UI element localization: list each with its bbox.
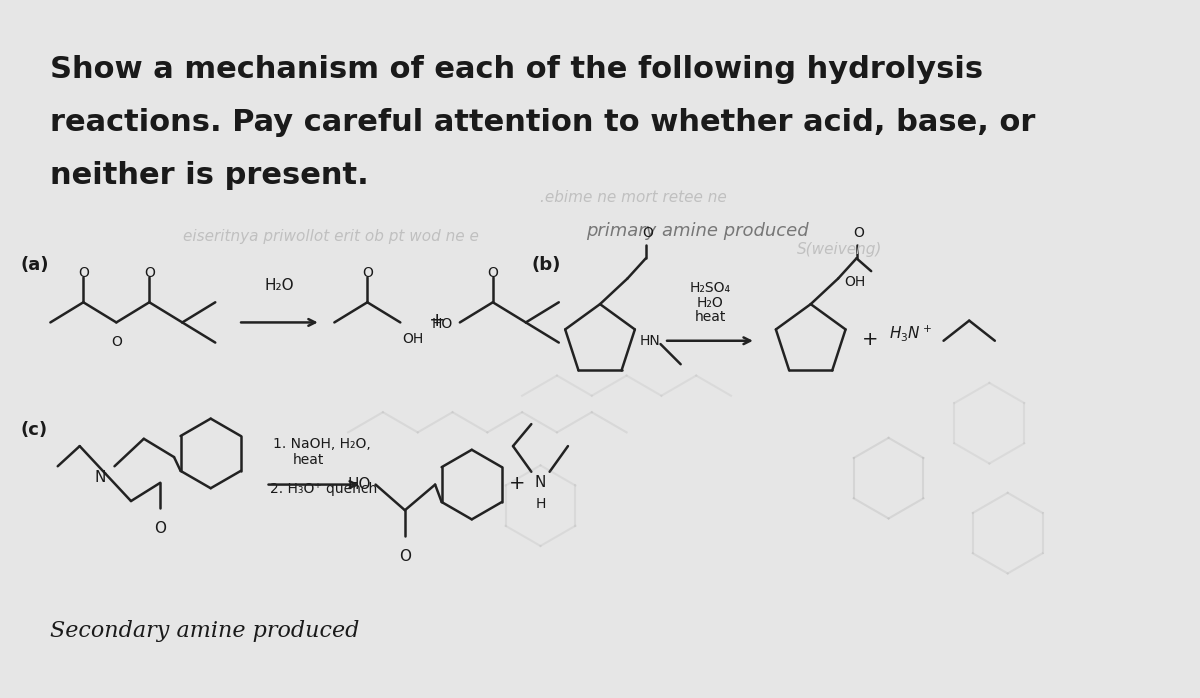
Text: Show a mechanism of each of the following hydrolysis: Show a mechanism of each of the followin… (50, 55, 984, 84)
Text: H₂O: H₂O (696, 296, 724, 310)
Text: HO: HO (348, 477, 371, 492)
Text: O: O (78, 266, 89, 280)
Text: HO: HO (431, 318, 452, 332)
Text: O: O (155, 521, 167, 536)
Text: O: O (853, 226, 864, 240)
Text: O: O (362, 266, 373, 280)
Text: HN: HN (640, 334, 660, 348)
Text: primary amine produced: primary amine produced (587, 222, 809, 239)
Text: heat: heat (695, 311, 726, 325)
Text: heat: heat (293, 453, 324, 467)
Text: reactions. Pay careful attention to whether acid, base, or: reactions. Pay careful attention to whet… (50, 108, 1036, 137)
Text: H₂SO₄: H₂SO₄ (689, 281, 731, 295)
Text: (b): (b) (532, 256, 560, 274)
Text: 2. H₃O⁺ quench: 2. H₃O⁺ quench (270, 482, 378, 496)
Text: OH: OH (402, 332, 424, 346)
Text: +: + (428, 311, 445, 330)
Text: S(weiveng): S(weiveng) (797, 242, 882, 257)
Text: (c): (c) (20, 422, 47, 439)
Text: +: + (509, 473, 526, 493)
Text: Secondary amine produced: Secondary amine produced (50, 620, 360, 642)
Text: O: O (487, 266, 498, 280)
Text: (a): (a) (20, 256, 49, 274)
Text: O: O (110, 335, 121, 349)
Text: N: N (94, 470, 106, 484)
Text: OH: OH (844, 275, 865, 289)
Text: neither is present.: neither is present. (50, 161, 370, 191)
Text: N: N (535, 475, 546, 490)
Text: O: O (144, 266, 155, 280)
Text: +: + (862, 329, 878, 349)
Text: eiseritnya priwollot erit ob pt wod ne e: eiseritnya priwollot erit ob pt wod ne e (184, 229, 479, 244)
Text: H₂O: H₂O (264, 278, 294, 293)
Text: 1. NaOH, H₂O,: 1. NaOH, H₂O, (272, 437, 371, 451)
Text: O: O (642, 226, 653, 240)
Text: $H_3N^+$: $H_3N^+$ (888, 323, 931, 343)
Text: .ebime ne mort retee ne: .ebime ne mort retee ne (540, 190, 727, 205)
Text: H: H (535, 498, 546, 512)
Text: O: O (398, 549, 410, 564)
